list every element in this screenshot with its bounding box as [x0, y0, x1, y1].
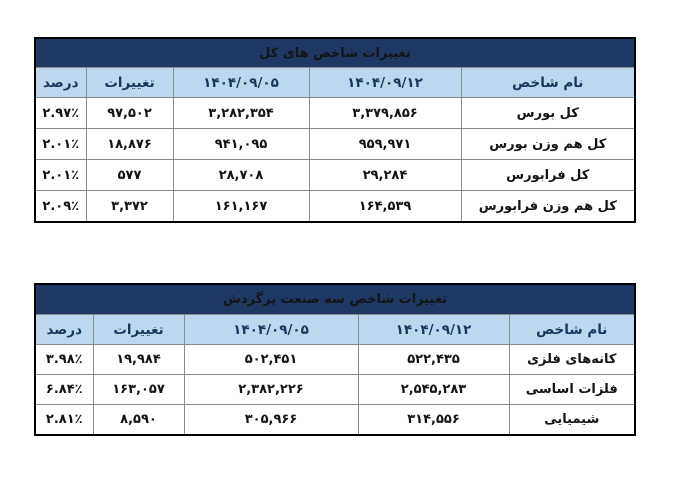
cell-value-12: ۲,۵۴۵,۲۸۳ [357, 374, 510, 405]
total-indices-table: تغییرات شاخص های کل نام شاخص ۱۴۰۴/۰۹/۱۲ … [34, 37, 636, 223]
cell-index-name: کانه‌های فلزی [508, 344, 636, 375]
cell-percent: ۶.۸۴٪ [34, 374, 94, 405]
table-row: کل هم وزن بورس ۹۵۹,۹۷۱ ۹۴۱,۰۹۵ ۱۸,۸۷۶ ۲.… [34, 128, 636, 160]
table-title-row: تغییرات شاخص های کل [34, 37, 636, 68]
cell-percent: ۲.۰۹٪ [34, 190, 87, 223]
cell-value-12: ۹۵۹,۹۷۱ [308, 128, 462, 160]
cell-value-12: ۲۹,۲۸۴ [308, 159, 462, 191]
cell-index-name: کل هم وزن بورس [460, 128, 636, 160]
cell-value-12: ۳,۳۷۹,۸۵۶ [308, 97, 462, 129]
cell-change: ۳,۳۷۲ [85, 190, 174, 223]
cell-change: ۱۸,۸۷۶ [85, 128, 174, 160]
cell-value-12: ۱۶۴,۵۳۹ [308, 190, 462, 223]
table-row: فلزات اساسی ۲,۵۴۵,۲۸۳ ۲,۳۸۲,۲۲۶ ۱۶۳,۰۵۷ … [34, 374, 636, 405]
cell-change: ۸,۵۹۰ [92, 404, 185, 436]
col-header-changes: تغییرات [92, 314, 185, 345]
table-title-row: تغییرات شاخص سه صنعت پرگردش [34, 283, 636, 315]
cell-percent: ۲.۸۱٪ [34, 404, 94, 436]
table-row: کل بورس ۳,۳۷۹,۸۵۶ ۳,۲۸۲,۳۵۴ ۹۷,۵۰۲ ۲.۹۷٪ [34, 97, 636, 129]
cell-percent: ۳.۹۸٪ [34, 344, 94, 375]
cell-value-12: ۵۲۲,۴۳۵ [357, 344, 510, 375]
cell-index-name: فلزات اساسی [508, 374, 636, 405]
cell-change: ۵۷۷ [85, 159, 174, 191]
cell-percent: ۲.۰۱٪ [34, 128, 87, 160]
table-row: کل هم وزن فرابورس ۱۶۴,۵۳۹ ۱۶۱,۱۶۷ ۳,۳۷۲ … [34, 190, 636, 223]
cell-index-name: کل هم وزن فرابورس [460, 190, 636, 223]
cell-value-05: ۲,۳۸۲,۲۲۶ [183, 374, 359, 405]
cell-percent: ۲.۰۱٪ [34, 159, 87, 191]
cell-value-05: ۳,۲۸۲,۳۵۴ [172, 97, 310, 129]
col-header-percent: درصد [34, 67, 87, 98]
industries-table: تغییرات شاخص سه صنعت پرگردش نام شاخص ۱۴۰… [34, 283, 636, 436]
col-header-percent: درصد [34, 314, 94, 345]
cell-index-name: کل بورس [460, 97, 636, 129]
cell-change: ۱۹,۹۸۴ [92, 344, 185, 375]
col-header-index-name: نام شاخص [508, 314, 636, 345]
col-header-date-12: ۱۴۰۴/۰۹/۱۲ [357, 314, 510, 345]
col-header-date-12: ۱۴۰۴/۰۹/۱۲ [308, 67, 462, 98]
cell-value-05: ۳۰۵,۹۶۶ [183, 404, 359, 436]
col-header-date-05: ۱۴۰۴/۰۹/۰۵ [183, 314, 359, 345]
table-row: کانه‌های فلزی ۵۲۲,۴۳۵ ۵۰۲,۴۵۱ ۱۹,۹۸۴ ۳.۹… [34, 344, 636, 375]
col-header-changes: تغییرات [85, 67, 174, 98]
table-row: شیمیایی ۳۱۴,۵۵۶ ۳۰۵,۹۶۶ ۸,۵۹۰ ۲.۸۱٪ [34, 404, 636, 436]
cell-change: ۹۷,۵۰۲ [85, 97, 174, 129]
cell-index-name: شیمیایی [508, 404, 636, 436]
table-header-row: نام شاخص ۱۴۰۴/۰۹/۱۲ ۱۴۰۴/۰۹/۰۵ تغییرات د… [34, 67, 636, 98]
cell-value-05: ۲۸,۷۰۸ [172, 159, 310, 191]
table-title: تغییرات شاخص های کل [34, 37, 636, 68]
cell-value-12: ۳۱۴,۵۵۶ [357, 404, 510, 436]
table-header-row: نام شاخص ۱۴۰۴/۰۹/۱۲ ۱۴۰۴/۰۹/۰۵ تغییرات د… [34, 314, 636, 345]
col-header-index-name: نام شاخص [460, 67, 636, 98]
cell-value-05: ۹۴۱,۰۹۵ [172, 128, 310, 160]
cell-value-05: ۵۰۲,۴۵۱ [183, 344, 359, 375]
cell-value-05: ۱۶۱,۱۶۷ [172, 190, 310, 223]
table-title: تغییرات شاخص سه صنعت پرگردش [34, 283, 636, 315]
cell-change: ۱۶۳,۰۵۷ [92, 374, 185, 405]
table-row: کل فرابورس ۲۹,۲۸۴ ۲۸,۷۰۸ ۵۷۷ ۲.۰۱٪ [34, 159, 636, 191]
cell-index-name: کل فرابورس [460, 159, 636, 191]
col-header-date-05: ۱۴۰۴/۰۹/۰۵ [172, 67, 310, 98]
cell-percent: ۲.۹۷٪ [34, 97, 87, 129]
